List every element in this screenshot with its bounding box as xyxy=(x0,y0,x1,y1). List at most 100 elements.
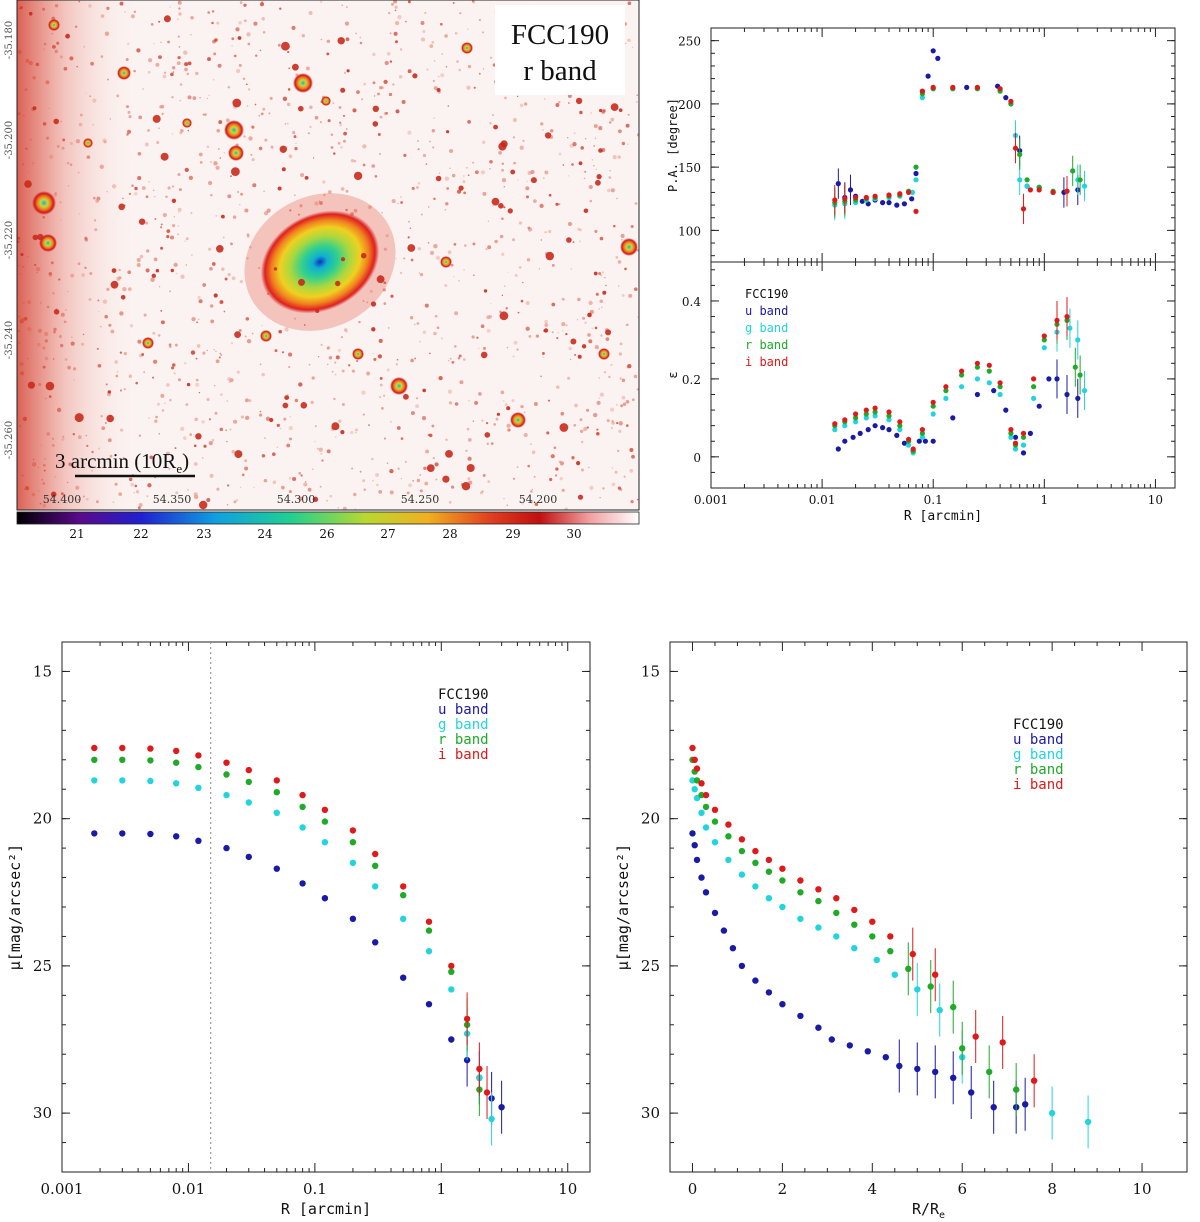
data-point-r xyxy=(299,803,306,811)
colorbar-tick-label: 21 xyxy=(69,527,84,541)
data-point-i xyxy=(779,865,786,872)
plot-frame xyxy=(61,641,591,1173)
data-point-u xyxy=(1046,376,1052,382)
data-point-g xyxy=(1020,442,1027,448)
data-point-g xyxy=(349,859,357,866)
data-point-i xyxy=(853,411,859,417)
image-frame xyxy=(16,0,640,511)
surface-brightness-vs-radius-chart: 15 20 25 30 0.001 0.01 0.1 1 10 R [arcmin] μ[mag/a… xyxy=(6,641,591,1218)
star xyxy=(315,309,320,313)
data-point-r xyxy=(1017,151,1023,158)
y-tick-label: 30 xyxy=(33,1104,52,1122)
x-tick-label: 10 xyxy=(1148,493,1163,507)
data-point-r xyxy=(372,862,379,869)
star xyxy=(435,175,442,182)
star xyxy=(440,256,452,268)
data-point-i xyxy=(1012,440,1019,446)
data-point-i xyxy=(711,806,719,813)
data-point-r xyxy=(779,877,786,884)
x-tick-label: 1 xyxy=(1041,493,1049,507)
data-point-g xyxy=(872,413,878,419)
data-point-r xyxy=(702,803,710,811)
data-point-u xyxy=(1003,407,1009,413)
star xyxy=(163,15,171,23)
data-point-i xyxy=(1008,98,1014,104)
colorbar-tick-label: 27 xyxy=(380,527,395,541)
data-point-u xyxy=(738,962,746,970)
star xyxy=(331,422,340,431)
star xyxy=(484,432,491,438)
star xyxy=(155,269,160,273)
data-point-r xyxy=(959,1045,966,1052)
star xyxy=(39,234,57,252)
data-point-g xyxy=(691,786,698,793)
x-tick-label: 0.01 xyxy=(172,1180,205,1198)
star xyxy=(499,311,509,321)
x-tick-label: 2 xyxy=(778,1180,788,1198)
data-point-r xyxy=(919,430,926,436)
x-tick-label: 0.01 xyxy=(809,493,836,507)
data-point-i xyxy=(906,436,912,442)
data-point-u xyxy=(779,1001,786,1008)
star xyxy=(48,19,60,31)
star xyxy=(228,145,244,161)
data-point-i xyxy=(909,950,916,958)
data-point-r xyxy=(400,892,407,899)
data-point-u xyxy=(828,1036,835,1043)
star xyxy=(412,73,418,79)
ellipticity-profile-chart: 0 0.2 0.4 0.001 0.01 0.1 1 10 R [arcmin] ε FCC190 u… xyxy=(666,261,1176,524)
star xyxy=(576,461,581,466)
y-tick-label: 15 xyxy=(641,662,660,680)
star xyxy=(160,152,169,161)
surface-brightness-vs-normalized-radius-chart: 15 20 25 30 0 2 4 6 8 10 R/Re μ[mag/arcsec²] FCC190u… xyxy=(614,641,1188,1221)
data-point-g xyxy=(1017,177,1023,183)
galaxy-name-label: FCC190 xyxy=(511,19,609,51)
data-point-u xyxy=(925,73,931,79)
star xyxy=(578,161,583,166)
data-point-g xyxy=(997,391,1003,398)
data-point-u xyxy=(698,874,705,881)
legend-entry: u band xyxy=(438,702,489,718)
data-point-r xyxy=(195,763,202,771)
star xyxy=(231,167,240,177)
star xyxy=(32,191,56,215)
data-point-u xyxy=(835,446,841,452)
data-point-g xyxy=(779,903,786,911)
star xyxy=(110,280,119,289)
data-point-u xyxy=(932,1068,939,1076)
data-point-i xyxy=(932,971,939,978)
band-label: r band xyxy=(523,55,597,87)
x-tick-label: 10 xyxy=(558,1180,577,1198)
plot-frame xyxy=(710,27,1176,263)
data-point-i xyxy=(691,756,698,763)
star xyxy=(213,293,218,298)
data-point-u xyxy=(930,48,936,54)
data-point-r xyxy=(1013,1086,1020,1093)
star xyxy=(152,114,161,123)
star xyxy=(422,388,427,393)
data-point-i xyxy=(1027,187,1033,193)
data-point-g xyxy=(1008,434,1014,440)
star xyxy=(340,257,346,262)
data-point-g xyxy=(1081,183,1088,189)
data-point-i xyxy=(886,409,892,415)
data-point-g xyxy=(936,1006,943,1014)
data-point-u xyxy=(372,939,379,946)
star xyxy=(371,327,376,332)
data-point-i xyxy=(815,886,822,893)
data-point-g xyxy=(851,945,858,952)
data-point-u xyxy=(913,170,919,177)
data-point-u xyxy=(1027,430,1033,436)
data-point-u xyxy=(765,989,773,996)
data-point-i xyxy=(897,419,903,425)
colorbar-tick-label: 26 xyxy=(319,527,334,541)
data-point-r xyxy=(752,859,759,866)
star xyxy=(593,271,598,276)
data-point-g xyxy=(448,986,455,993)
star xyxy=(111,268,117,273)
star xyxy=(577,494,584,500)
data-point-g xyxy=(906,442,912,448)
data-point-u xyxy=(850,434,856,440)
data-point-u xyxy=(815,1024,822,1031)
data-point-u xyxy=(349,915,357,922)
